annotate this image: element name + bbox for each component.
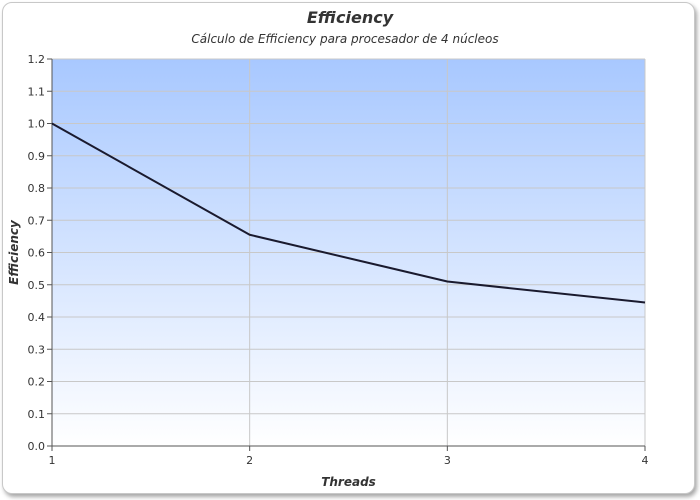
x-tick-label: 4 [642, 454, 649, 467]
y-tick-label: 1.0 [28, 118, 46, 131]
x-axis-title: Threads [321, 475, 376, 489]
x-tick-label: 2 [246, 454, 253, 467]
y-tick-label: 0.4 [28, 311, 46, 324]
y-tick-label: 0.7 [28, 214, 46, 227]
y-tick-label: 1.1 [28, 85, 46, 98]
y-tick-label: 0.9 [28, 150, 46, 163]
y-tick-label: 0.5 [28, 279, 46, 292]
y-tick-label: 0.1 [28, 408, 46, 421]
y-axis-title: Efficiency [7, 219, 21, 285]
y-tick-label: 1.2 [28, 53, 46, 66]
y-tick-label: 0.3 [28, 343, 46, 356]
x-tick-label: 3 [444, 454, 451, 467]
y-tick-label: 0.8 [28, 182, 46, 195]
chart-subtitle: Cálculo de Efficiency para procesador de… [191, 32, 499, 46]
x-tick-label: 1 [49, 454, 56, 467]
y-tick-label: 0.0 [28, 440, 46, 453]
series-line [51, 122, 646, 304]
y-tick-label: 0.6 [28, 247, 46, 260]
series-layer [51, 122, 646, 304]
tick-labels: 0.0 0.1 0.2 0.3 0.4 0.5 0.6 0.7 0.8 0.9 1.0 1.1 1.2 1… [28, 53, 649, 467]
y-tick-label: 0.2 [28, 376, 46, 389]
chart-title: Efficiency [306, 8, 394, 27]
